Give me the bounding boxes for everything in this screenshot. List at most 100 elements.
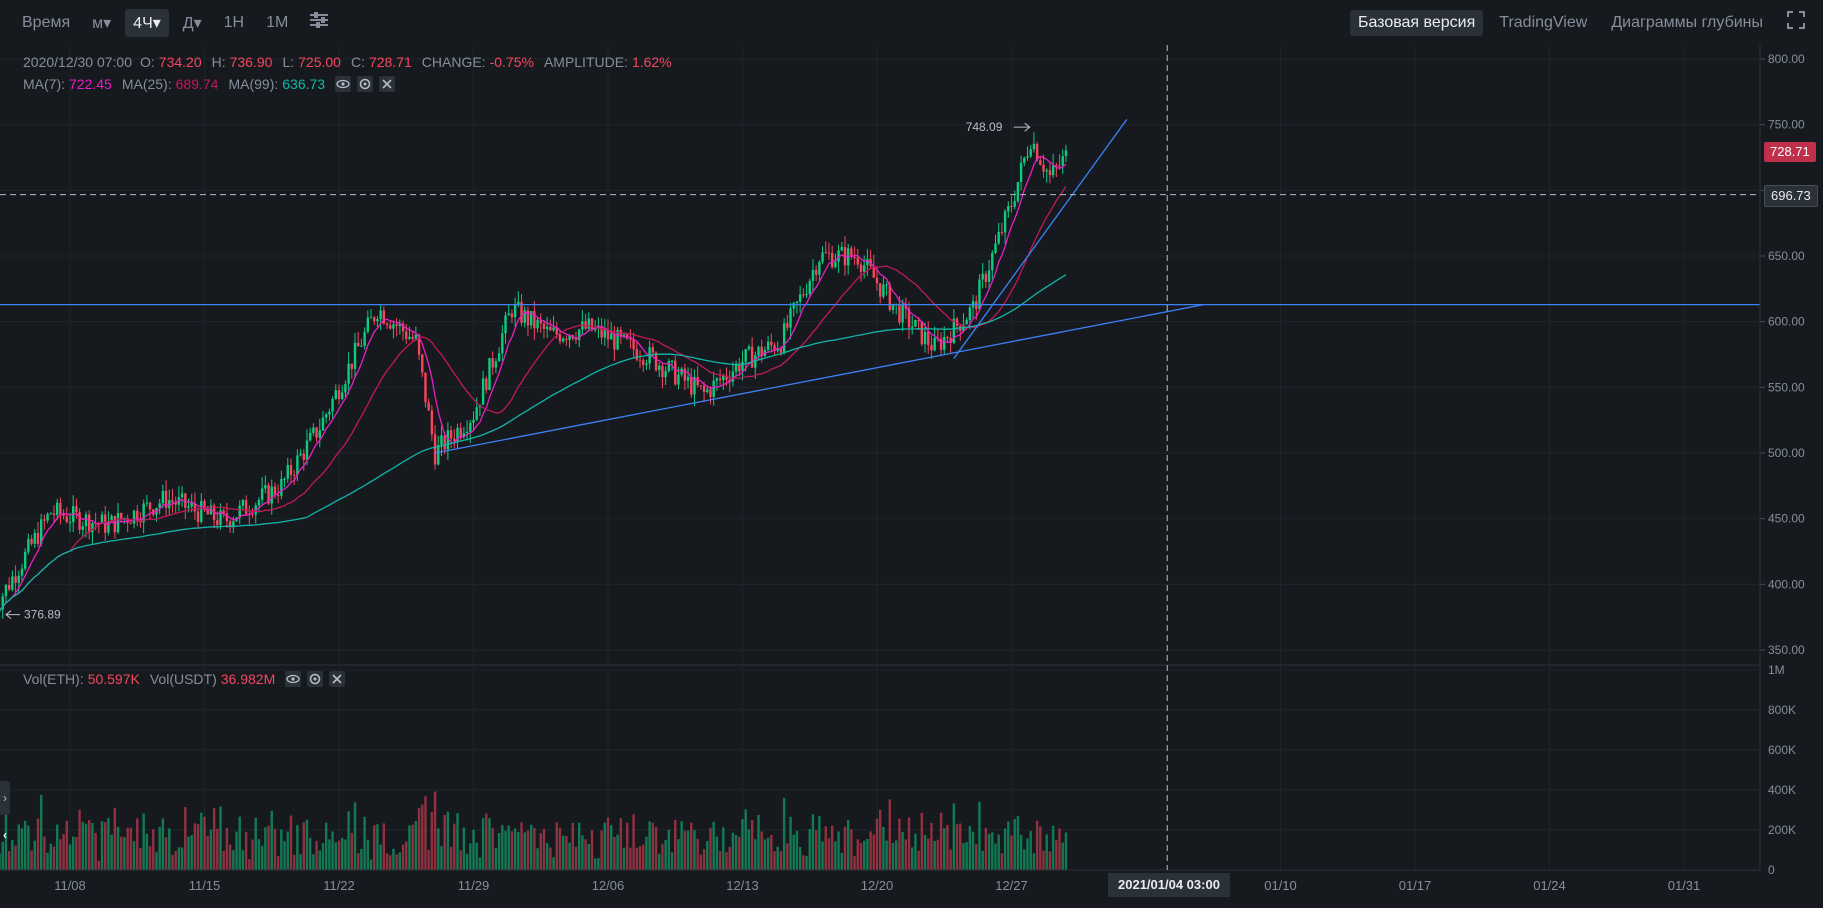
price-tick-label: 550.00 (1768, 380, 1805, 394)
candle-body (497, 353, 501, 362)
volume-bar (943, 828, 946, 870)
candle-body (270, 486, 273, 504)
candle-body (536, 319, 539, 329)
volume-bar (862, 840, 866, 870)
volume-bar (187, 836, 190, 870)
vol-close-button[interactable] (329, 671, 346, 687)
volume-bar (622, 847, 626, 870)
volume-bar (895, 840, 898, 870)
volume-bar (244, 831, 248, 870)
drawn-trendlines[interactable] (0, 119, 1760, 454)
volume-bar (693, 829, 696, 870)
ma25-value: 689.74 (175, 76, 219, 92)
tab-tradingview[interactable]: TradingView (1499, 13, 1588, 31)
vol-visibility-button[interactable] (285, 671, 302, 687)
open-label: O: (140, 54, 155, 70)
candle-body (382, 310, 386, 324)
crosshair-price-tag: 696.73 (1764, 185, 1818, 207)
volume-bar (818, 816, 821, 870)
candle-body (84, 514, 88, 527)
tab-4h[interactable]: 4Ч▾ (125, 8, 169, 37)
tab-minutes[interactable]: м▾ (92, 14, 112, 32)
candle-body (4, 584, 8, 597)
volume-bar (728, 846, 731, 870)
volume-bar (795, 831, 799, 870)
volume-bar (984, 827, 988, 870)
candle-body (879, 283, 882, 297)
candle-body (225, 513, 229, 522)
volume-bar (462, 827, 466, 870)
candle-body (635, 349, 639, 360)
volume-bar (933, 840, 936, 870)
candle-body (276, 495, 280, 497)
candle-body (891, 303, 895, 310)
candle-body (251, 514, 254, 516)
volume-bar (1029, 831, 1032, 870)
candle-body (722, 375, 725, 381)
volume-bar (718, 850, 722, 870)
candle-body (939, 338, 943, 350)
volume-bar (702, 849, 706, 870)
indicator-settings-button[interactable] (302, 7, 336, 38)
candle-body (260, 488, 264, 500)
tab-depth-chart[interactable]: Диаграммы глубины (1611, 13, 1763, 31)
volume-bar (1032, 853, 1036, 870)
candle-body (597, 325, 600, 328)
volume-bar (357, 853, 360, 870)
candle-body (408, 336, 411, 339)
candle-body (65, 516, 68, 522)
tab-1m[interactable]: 1М (266, 13, 289, 31)
time-tick-label: 11/08 (54, 878, 86, 893)
volume-bar (552, 857, 555, 870)
fullscreen-button[interactable] (1779, 7, 1813, 38)
candle-body (324, 414, 328, 418)
candle-body (927, 331, 930, 345)
candle-body (395, 324, 398, 326)
candle-body (139, 521, 142, 523)
candle-body (590, 318, 594, 331)
candle-body (862, 265, 866, 272)
gear-icon (359, 78, 371, 90)
candle-body (792, 303, 795, 309)
volume-bar (501, 825, 504, 870)
volume-bar (808, 829, 811, 870)
candle-body (533, 311, 536, 329)
volume-bar (1007, 821, 1010, 870)
candle-body (446, 430, 450, 450)
tab-day[interactable]: Д▾ (182, 14, 202, 32)
volume-bar (4, 814, 8, 870)
volume-bar (196, 824, 200, 870)
candle-body (107, 521, 110, 533)
candle-body (494, 361, 498, 368)
candlestick-chart[interactable]: 800.00750.00700.00650.00600.00550.00500.… (0, 45, 1823, 908)
candle-body (779, 348, 783, 353)
ma-visibility-button[interactable] (335, 76, 352, 92)
candle-body (712, 380, 715, 397)
volume-bar (65, 820, 68, 870)
collapse-panel-button[interactable]: ‹ (3, 828, 7, 842)
candle-body (846, 248, 850, 266)
volume-bar (104, 822, 107, 870)
vol-settings-button[interactable] (307, 671, 324, 687)
candle-body (75, 506, 78, 513)
volume-bar (299, 854, 302, 870)
price-tick-label: 500.00 (1768, 446, 1805, 460)
expand-panel-button[interactable]: › (0, 781, 10, 815)
candle-body (568, 335, 571, 340)
volume-bar (856, 839, 859, 870)
volume-bar (59, 839, 62, 870)
high-value: 736.90 (229, 54, 273, 70)
volume-bar (888, 799, 892, 870)
volume-bar (597, 858, 600, 870)
candle-body (600, 325, 603, 338)
tab-basic-view[interactable]: Базовая версия (1349, 9, 1484, 36)
candle-body (238, 505, 241, 518)
ma-settings-button[interactable] (357, 76, 374, 92)
tab-1w[interactable]: 1Н (223, 13, 245, 31)
volume-bar (952, 803, 956, 870)
ma-close-button[interactable] (379, 76, 396, 92)
candle-body (145, 502, 149, 504)
volume-bar (539, 833, 542, 870)
volume-bar (789, 816, 792, 870)
tab-time[interactable]: Время (22, 13, 71, 31)
